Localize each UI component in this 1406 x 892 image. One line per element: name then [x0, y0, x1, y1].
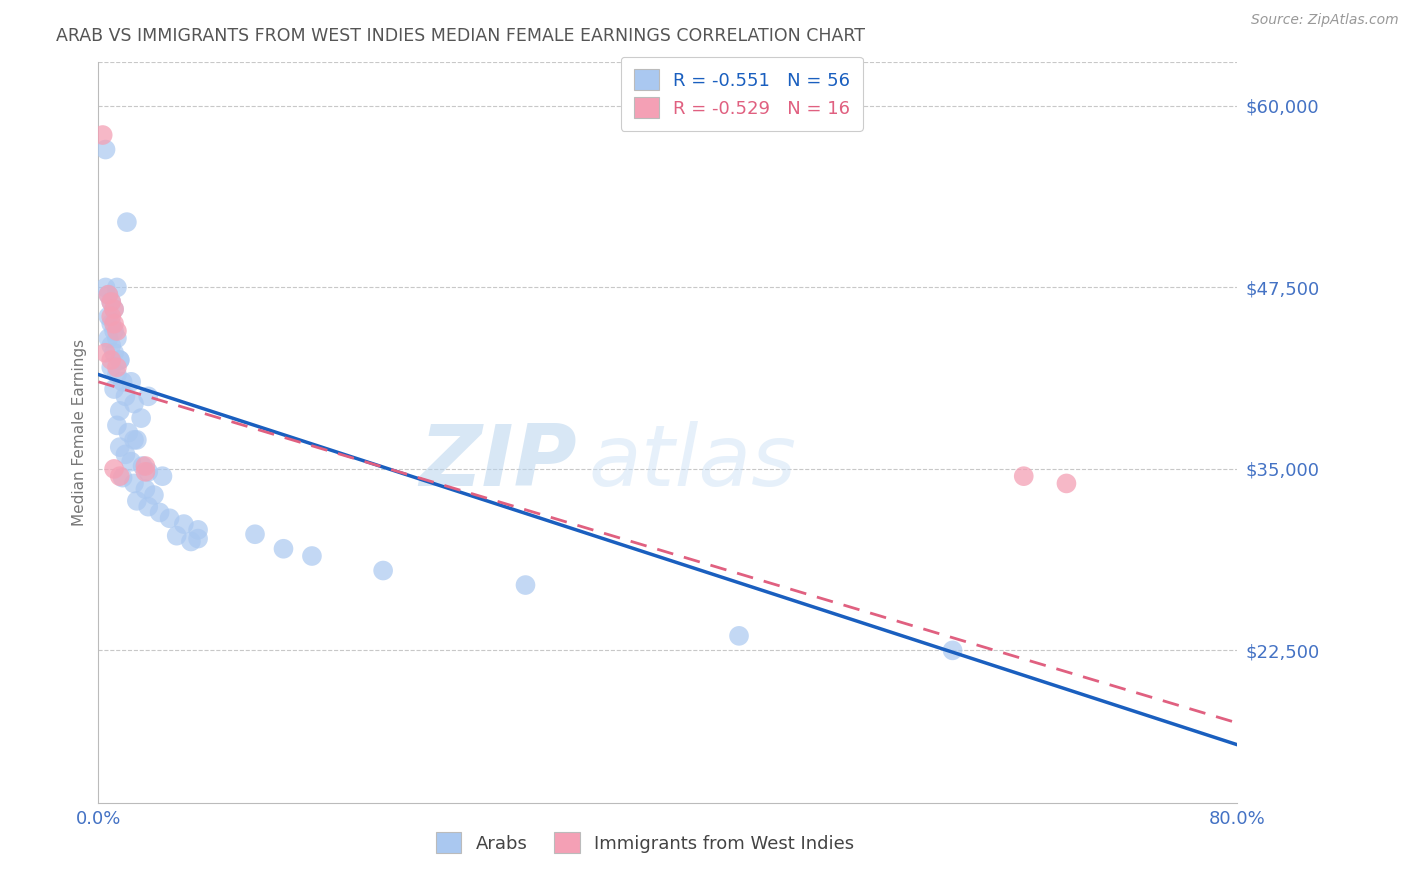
Point — [103, 324, 125, 338]
Point — [125, 493, 148, 508]
Point — [115, 215, 138, 229]
Point — [103, 302, 125, 317]
Y-axis label: Median Female Earnings: Median Female Earnings — [72, 339, 87, 526]
Point — [142, 488, 165, 502]
Point — [166, 529, 188, 543]
Point — [373, 564, 395, 578]
Point — [173, 517, 195, 532]
Point — [134, 458, 156, 473]
Point — [114, 447, 136, 461]
Point — [94, 280, 117, 294]
Point — [136, 500, 159, 514]
Point — [105, 418, 128, 433]
Point — [108, 469, 131, 483]
Point — [180, 534, 202, 549]
Text: Source: ZipAtlas.com: Source: ZipAtlas.com — [1251, 13, 1399, 28]
Point — [94, 143, 117, 157]
Point — [97, 287, 120, 301]
Point — [125, 433, 148, 447]
Point — [1056, 476, 1078, 491]
Point — [103, 302, 125, 317]
Point — [105, 368, 128, 382]
Point — [515, 578, 537, 592]
Legend: Arabs, Immigrants from West Indies: Arabs, Immigrants from West Indies — [429, 825, 862, 861]
Text: atlas: atlas — [588, 421, 796, 504]
Point — [120, 375, 142, 389]
Point — [100, 295, 122, 310]
Point — [122, 433, 145, 447]
Point — [301, 549, 323, 563]
Point — [149, 506, 172, 520]
Point — [243, 527, 266, 541]
Point — [100, 295, 122, 310]
Point — [105, 360, 128, 375]
Point — [136, 465, 159, 479]
Point — [136, 389, 159, 403]
Point — [94, 345, 117, 359]
Point — [103, 345, 125, 359]
Point — [103, 382, 125, 396]
Point — [1012, 469, 1035, 483]
Point — [129, 411, 152, 425]
Point — [187, 523, 209, 537]
Point — [111, 470, 134, 484]
Point — [108, 353, 131, 368]
Point — [120, 455, 142, 469]
Point — [103, 462, 125, 476]
Point — [728, 629, 751, 643]
Point — [100, 353, 122, 368]
Point — [97, 287, 120, 301]
Point — [111, 375, 134, 389]
Point — [100, 310, 122, 324]
Text: ARAB VS IMMIGRANTS FROM WEST INDIES MEDIAN FEMALE EARNINGS CORRELATION CHART: ARAB VS IMMIGRANTS FROM WEST INDIES MEDI… — [56, 27, 865, 45]
Point — [108, 353, 131, 368]
Text: ZIP: ZIP — [419, 421, 576, 504]
Point — [134, 465, 156, 479]
Point — [122, 476, 145, 491]
Point — [114, 389, 136, 403]
Point — [273, 541, 295, 556]
Point — [122, 396, 145, 410]
Point — [108, 440, 131, 454]
Point — [91, 128, 114, 142]
Point — [152, 469, 174, 483]
Point — [97, 310, 120, 324]
Point — [117, 425, 139, 440]
Point — [131, 458, 153, 473]
Point — [105, 280, 128, 294]
Point — [159, 511, 181, 525]
Point — [942, 643, 965, 657]
Point — [108, 404, 131, 418]
Point — [134, 482, 156, 496]
Point — [105, 324, 128, 338]
Point — [100, 338, 122, 352]
Point — [100, 360, 122, 375]
Point — [97, 331, 120, 345]
Point — [100, 317, 122, 331]
Point — [103, 317, 125, 331]
Point — [187, 532, 209, 546]
Point — [105, 331, 128, 345]
